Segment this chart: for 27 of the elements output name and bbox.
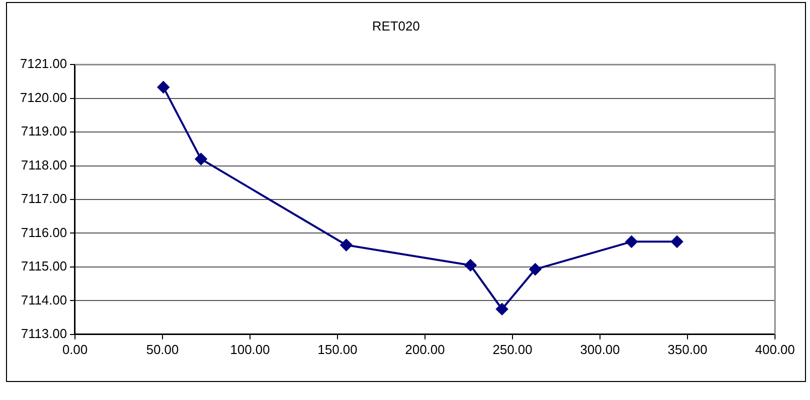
chart-title: RET020 <box>372 18 420 34</box>
point <box>464 259 476 272</box>
x-tick-label: 200.00 <box>405 342 445 357</box>
x-tick-label: 250.00 <box>492 342 532 357</box>
point <box>157 81 170 94</box>
x-tick-label: 300.00 <box>580 342 620 357</box>
x-tick-label: 100.00 <box>230 342 270 357</box>
y-tick-label: 7121.00 <box>20 56 67 72</box>
y-tick-label: 7117.00 <box>20 191 67 206</box>
y-tick-label: 7118.00 <box>20 157 67 172</box>
point <box>340 239 352 252</box>
point <box>496 303 508 316</box>
x-tick-label: 50.00 <box>146 342 179 357</box>
y-tick-label: 7113.00 <box>20 326 67 341</box>
x-tick-label: 350.00 <box>668 342 708 357</box>
point <box>671 236 683 248</box>
x-tick-label: 400.00 <box>755 342 795 357</box>
y-tick-label: 7116.00 <box>20 224 67 240</box>
x-tick-label: 150.00 <box>318 342 358 357</box>
y-tick-label: 7114.00 <box>20 292 67 308</box>
point <box>529 263 542 276</box>
x-tick-label: 0.00 <box>62 342 88 357</box>
y-tick-label: 7120.00 <box>20 90 67 105</box>
y-tick-label: 7115.00 <box>20 258 67 274</box>
point <box>626 236 638 248</box>
y-tick-label: 7119.00 <box>20 124 67 139</box>
point <box>194 153 207 166</box>
